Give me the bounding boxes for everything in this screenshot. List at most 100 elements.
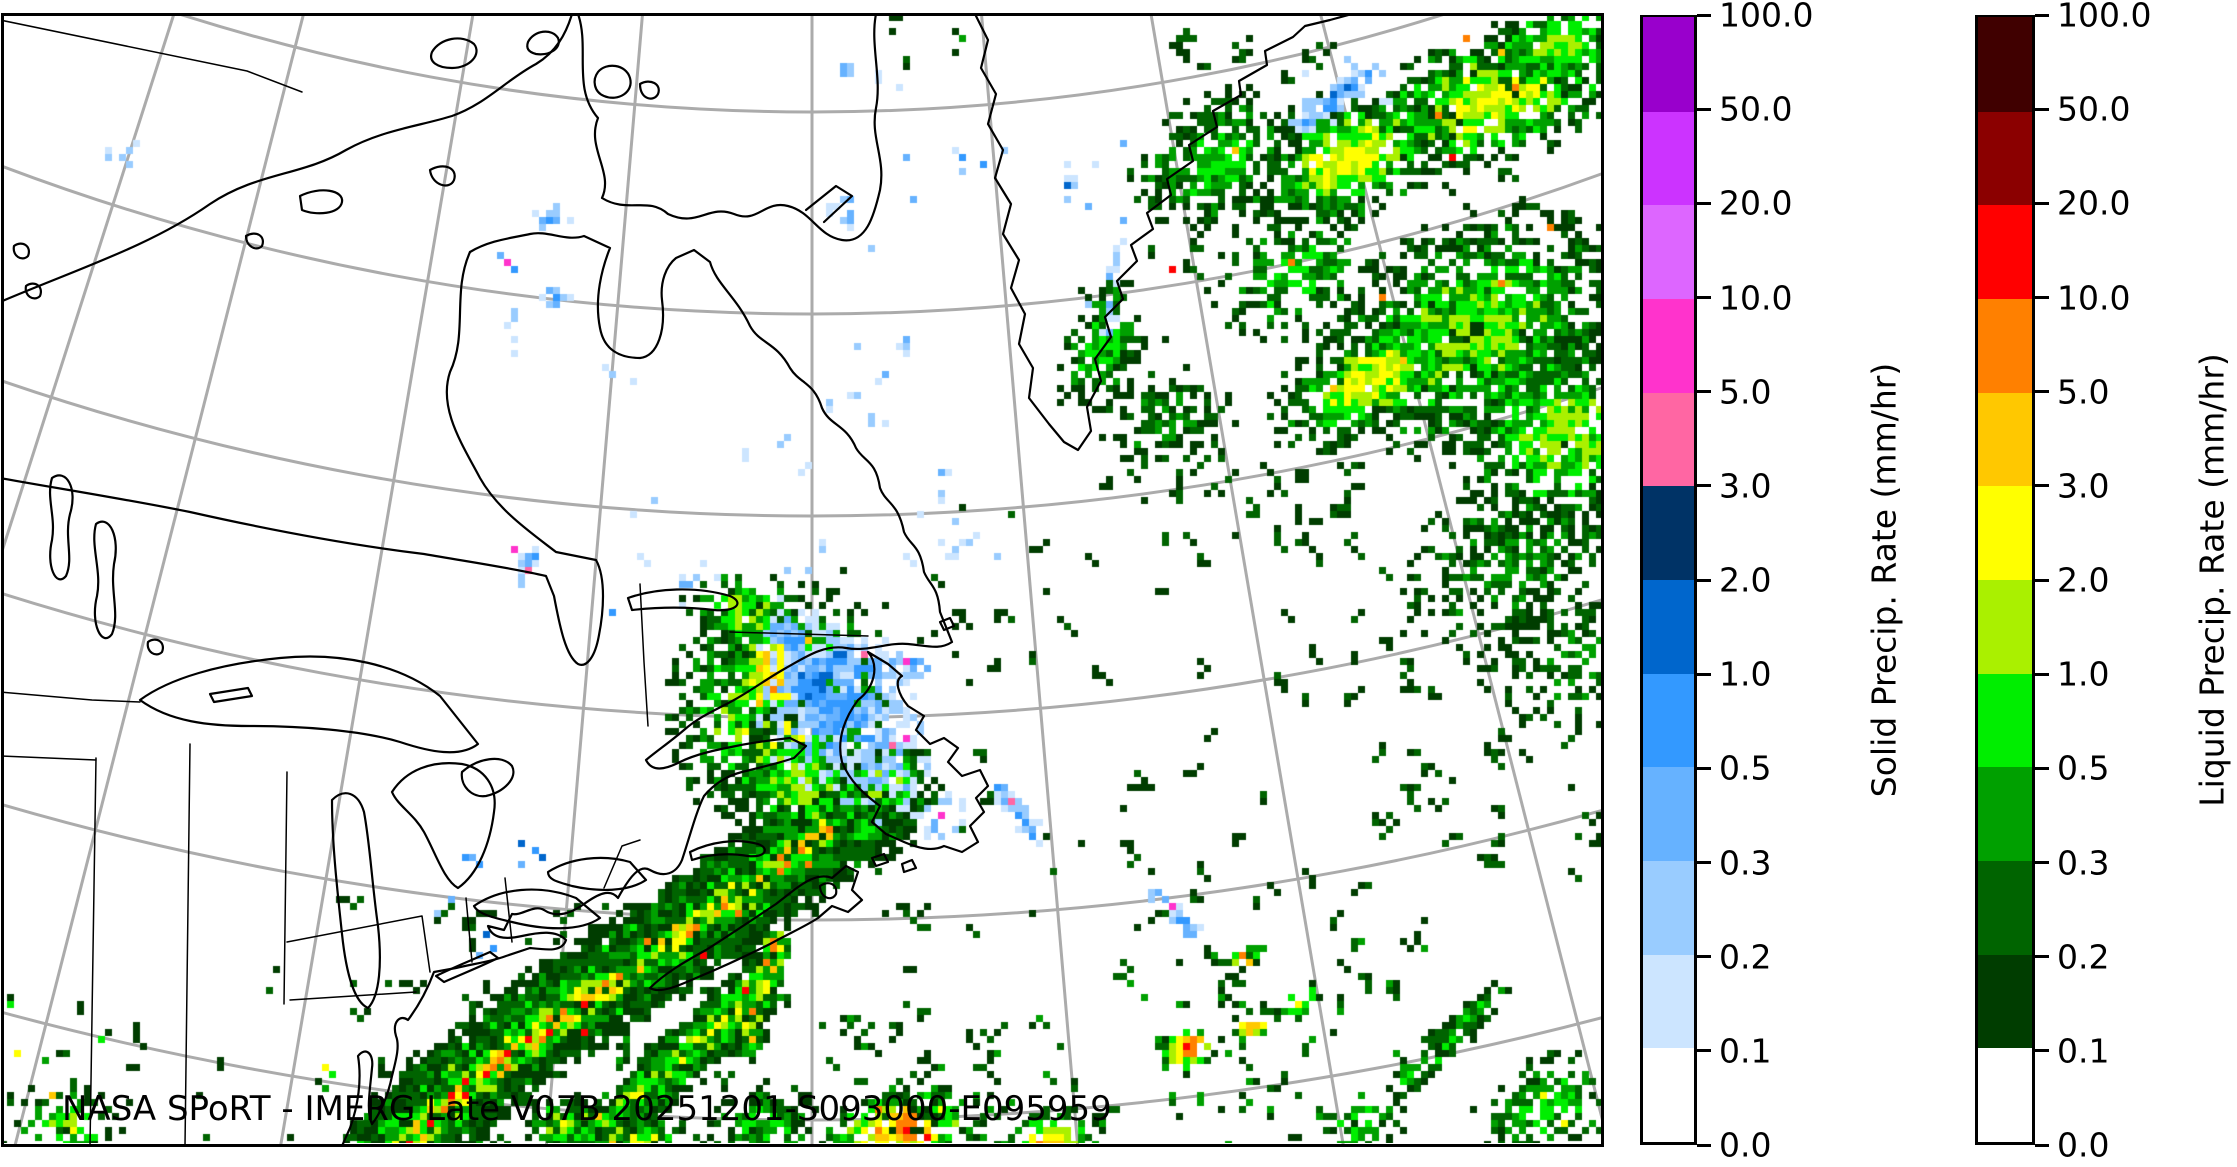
coastline-path xyxy=(24,282,42,300)
colorbar-tick-label: 0.5 xyxy=(1719,748,1772,788)
coastline-path xyxy=(298,189,344,215)
colorbar-tick-label: 20.0 xyxy=(1719,183,1793,223)
colorbar-tick-label: 2.0 xyxy=(2057,560,2110,600)
coastline-path xyxy=(208,686,254,704)
coastline-path xyxy=(974,16,1349,452)
colorbar-segment xyxy=(1643,860,1694,955)
colorbar-segment xyxy=(1978,298,2032,393)
credit-text: NASA SPoRT - IMERG Late V07B 20251201-S0… xyxy=(62,1089,1112,1129)
coastline-path xyxy=(839,650,990,854)
colorbar-tick xyxy=(1697,201,1711,205)
colorbar-tick xyxy=(1697,861,1711,864)
colorbar-tick-label: 0.5 xyxy=(2057,748,2110,788)
colorbar-segment xyxy=(1978,1047,2032,1142)
colorbar-tick-label: 0.0 xyxy=(1719,1125,1772,1165)
coastline-path xyxy=(330,792,381,1010)
colorbar-tick xyxy=(2035,578,2049,582)
colorbar-segment xyxy=(1643,298,1694,393)
colorbar-tick xyxy=(2035,955,2049,959)
colorbar-tick xyxy=(1697,484,1711,488)
colorbar-segment xyxy=(1978,860,2032,955)
coastline-path xyxy=(804,184,854,224)
coastline-path xyxy=(626,588,739,612)
colorbar-tick-label: 3.0 xyxy=(2057,466,2110,506)
colorbar-tick-label: 100.0 xyxy=(1719,0,1814,35)
colorbar-tick-label: 0.2 xyxy=(1719,937,1772,977)
colorbar-tick xyxy=(2035,201,2049,205)
solid-precip-axis-label: Solid Precip. Rate (mm/hr) xyxy=(1864,362,1904,798)
colorbar-tick-label: 0.1 xyxy=(2057,1031,2110,1071)
colorbar-tick xyxy=(1697,296,1711,299)
border-path xyxy=(4,691,141,703)
colorbar-tick-label: 0.3 xyxy=(2057,843,2110,882)
coastline-path xyxy=(546,856,648,892)
colorbar-segment xyxy=(1978,579,2032,674)
coastline-path xyxy=(460,757,515,798)
colorbar-tick xyxy=(1697,1143,1711,1147)
coastline-path xyxy=(648,864,864,992)
colorbar-tick xyxy=(2035,296,2049,299)
coastline-path xyxy=(146,638,164,656)
colorbar-tick-label: 0.3 xyxy=(1719,843,1772,882)
coastline-path xyxy=(341,232,954,1144)
colorbar-tick xyxy=(2035,107,2049,111)
colorbar-tick xyxy=(1697,955,1711,959)
coastline-path xyxy=(428,165,456,187)
coastline-path xyxy=(900,858,918,874)
colorbar-segment xyxy=(1643,673,1694,768)
colorbar-tick xyxy=(2035,13,2049,17)
colorbar-segment xyxy=(1978,111,2032,206)
coastline-path xyxy=(48,474,74,581)
colorbar-segment xyxy=(1978,954,2032,1049)
coastline-layer xyxy=(1,13,1604,1147)
liquid-precip-colorbar xyxy=(1975,15,2035,1145)
coastline-path xyxy=(818,882,838,900)
coastline-path xyxy=(577,16,883,242)
colorbar-segment xyxy=(1643,1047,1694,1142)
border-path xyxy=(504,877,513,943)
coastline-path xyxy=(870,852,890,868)
border-path xyxy=(639,583,649,727)
liquid-precip-axis-label: Liquid Precip. Rate (mm/hr) xyxy=(2192,353,2232,807)
colorbar-tick-label: 0.1 xyxy=(1719,1031,1772,1071)
colorbar-tick xyxy=(2035,390,2049,394)
coastline-path xyxy=(434,950,500,984)
map-frame xyxy=(1,13,1604,1147)
border-path xyxy=(286,915,431,973)
colorbar-tick xyxy=(1697,390,1711,394)
coastline-path xyxy=(12,242,30,260)
border-path xyxy=(283,771,288,1005)
colorbar-tick-label: 0.0 xyxy=(2057,1125,2110,1165)
coastline-path xyxy=(93,520,117,640)
precipitation-pixel-layer xyxy=(4,16,1601,1143)
colorbar-tick-label: 3.0 xyxy=(1719,466,1772,506)
colorbar-segment xyxy=(1643,954,1694,1049)
colorbar-tick xyxy=(1697,107,1711,111)
border-path xyxy=(289,991,417,1001)
colorbar-tick-label: 0.2 xyxy=(2057,937,2110,977)
coastline-path xyxy=(688,840,766,862)
colorbar-tick xyxy=(2035,484,2049,488)
colorbar-tick-label: 1.0 xyxy=(2057,654,2110,694)
colorbar-segment xyxy=(1643,766,1694,861)
border-path xyxy=(729,631,869,637)
border-path xyxy=(603,839,641,889)
colorbar-tick xyxy=(1697,13,1711,17)
coastline-path xyxy=(244,232,264,250)
colorbar-tick xyxy=(2035,766,2049,770)
colorbar-tick xyxy=(1697,672,1711,676)
colorbar-segment xyxy=(1643,485,1694,580)
colorbar-tick-label: 5.0 xyxy=(1719,372,1772,412)
coastline-path xyxy=(430,37,478,70)
colorbar-tick xyxy=(2035,1049,2049,1053)
colorbar-segment xyxy=(1643,111,1694,206)
colorbar-segment xyxy=(1978,17,2032,112)
coastline-path xyxy=(472,888,602,930)
colorbar-tick-label: 50.0 xyxy=(1719,89,1793,129)
colorbar-segment xyxy=(1643,392,1694,487)
coastline-path xyxy=(390,762,496,890)
colorbar-segment xyxy=(1978,204,2032,299)
colorbar-tick-label: 1.0 xyxy=(1719,654,1772,694)
colorbar-tick-label: 50.0 xyxy=(2057,89,2131,129)
